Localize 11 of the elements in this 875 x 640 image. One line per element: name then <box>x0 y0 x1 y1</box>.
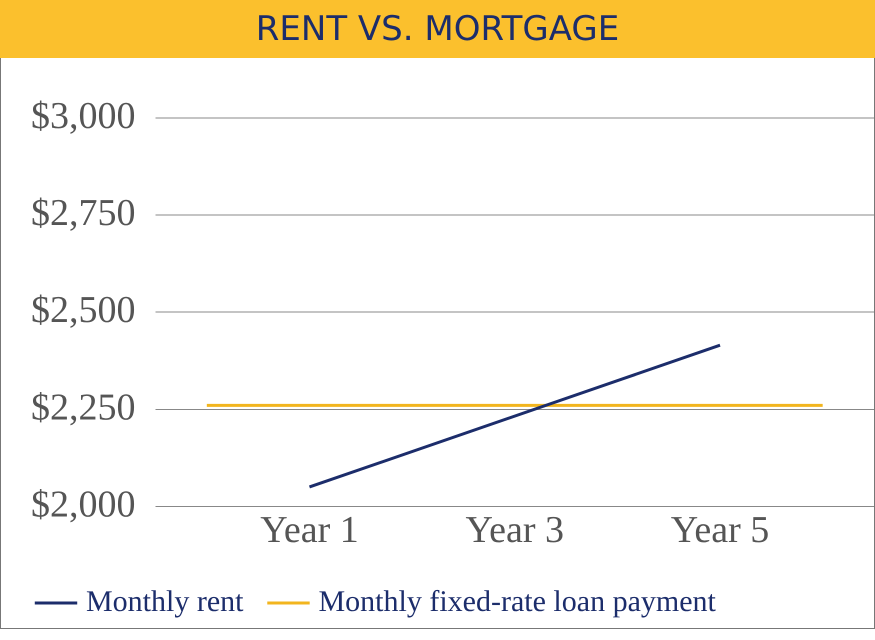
y-tick-label: $2,500 <box>31 289 136 332</box>
x-tick-label: Year 3 <box>465 509 564 552</box>
y-tick-label: $2,750 <box>31 192 136 234</box>
legend-label: Monthly rent <box>86 584 244 618</box>
y-tick-label: $2,250 <box>31 386 136 428</box>
x-tick-label: Year 5 <box>670 509 770 552</box>
legend-label: Monthly fixed-rate loan payment <box>318 584 717 618</box>
x-tick-label: Year 1 <box>260 509 359 552</box>
y-tick-label: $3,000 <box>31 94 136 137</box>
chart-title: RENT VS. MORTGAGE <box>0 0 875 58</box>
y-tick-label: $2,000 <box>31 483 136 526</box>
